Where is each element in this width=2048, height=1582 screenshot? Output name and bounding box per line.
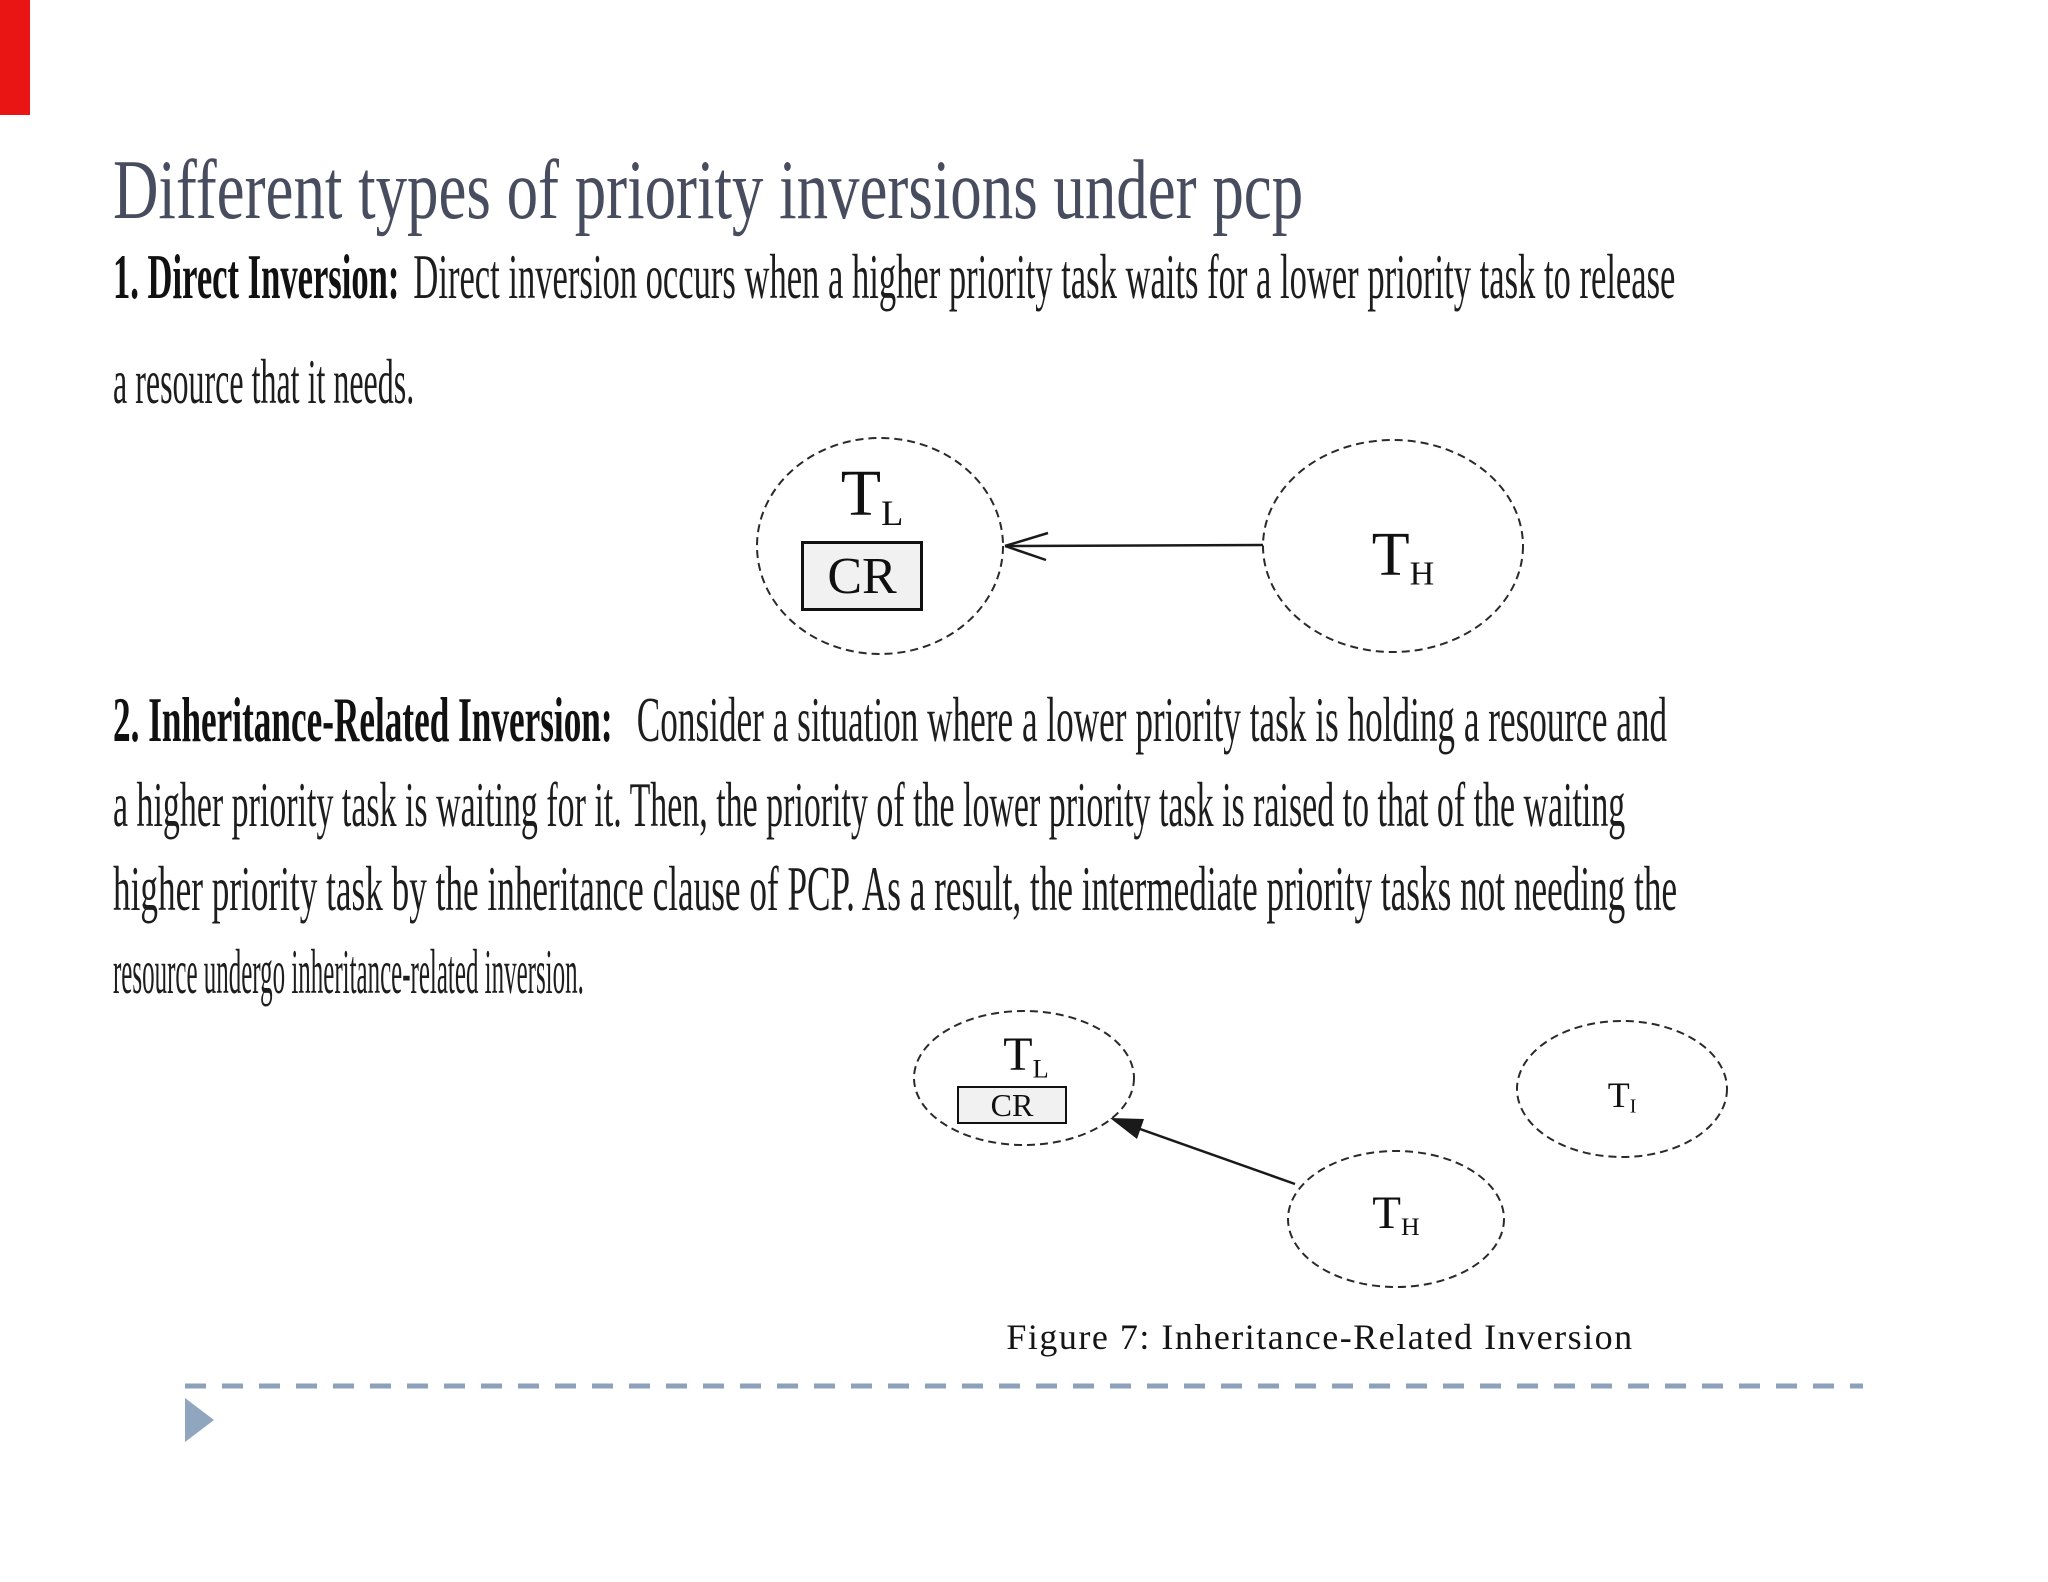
arrowhead-upper-stroke-d1 xyxy=(1004,531,1049,548)
task-low-base-d1: T xyxy=(840,457,882,530)
inheritance-inversion-line-4: resource undergo inheritance-related inv… xyxy=(113,930,1320,1013)
task-low-base-d2: T xyxy=(1003,1028,1033,1081)
inheritance-inversion-line-2: a higher priority task is waiting for it… xyxy=(113,763,2048,846)
arrowhead-d2 xyxy=(1110,1118,1144,1139)
inheritance-inversion-heading: 2. Inheritance-Related Inversion: xyxy=(113,684,613,755)
inheritance-inversion-text-1: Consider a situation where a lower prior… xyxy=(636,684,1668,755)
direct-inversion-line-2: a resource that it needs. xyxy=(113,340,715,423)
direct-inversion-text-1: Direct inversion occurs when a higher pr… xyxy=(413,241,1676,312)
task-high-label-d1: TH xyxy=(1313,521,1493,591)
inheritance-inversion-line-3: higher priority task by the inheritance … xyxy=(113,847,2048,930)
critical-resource-label-d2: CR xyxy=(990,1086,1034,1123)
task-high-sub-d2: H xyxy=(1401,1212,1420,1242)
task-high-label-d2: TH xyxy=(1311,1187,1481,1240)
task-high-base-d1: T xyxy=(1371,521,1410,589)
inheritance-inversion-text-3: higher priority task by the inheritance … xyxy=(113,853,1678,924)
wait-arrow-line-d2 xyxy=(1139,1127,1296,1186)
task-high-base-d2: T xyxy=(1372,1187,1402,1239)
inheritance-inversion-line-1: 2. Inheritance-Related Inversion: Conside… xyxy=(113,678,2048,761)
task-intermediate-sub-d2: I xyxy=(1629,1095,1637,1118)
task-intermediate-label-d2: TI xyxy=(1537,1075,1707,1116)
wait-arrow-line-d1 xyxy=(1004,543,1264,548)
direct-inversion-line-1: 1. Direct Inversion: Direct inversion occ… xyxy=(113,235,2048,318)
accent-bar xyxy=(0,0,30,115)
task-low-label-d1: TL xyxy=(782,461,962,532)
page-title-text: Different types of priority inversions u… xyxy=(113,143,1304,237)
direct-inversion-text-2: a resource that it needs. xyxy=(113,346,415,417)
direct-inversion-heading: 1. Direct Inversion: xyxy=(113,241,400,312)
critical-resource-box-d1: CR xyxy=(801,541,923,611)
task-high-sub-d1: H xyxy=(1409,555,1435,593)
task-low-sub-d2: L xyxy=(1032,1053,1049,1084)
figure-caption: Figure 7: Inheritance-Related Inversion xyxy=(1006,1317,1634,1357)
critical-resource-label-d1: CR xyxy=(827,547,897,605)
task-low-sub-d1: L xyxy=(881,493,904,534)
page-title: Different types of priority inversions u… xyxy=(113,148,1721,233)
inheritance-inversion-text-2: a higher priority task is waiting for it… xyxy=(113,769,1626,840)
nav-triangle-icon xyxy=(185,1398,214,1442)
inheritance-inversion-text-4: resource undergo inheritance-related inv… xyxy=(113,936,584,1007)
critical-resource-box-d2: CR xyxy=(957,1086,1067,1124)
task-low-label-d2: TL xyxy=(941,1028,1111,1082)
arrowhead-lower-stroke-d1 xyxy=(1004,544,1047,562)
task-intermediate-base-d2: T xyxy=(1607,1075,1630,1115)
